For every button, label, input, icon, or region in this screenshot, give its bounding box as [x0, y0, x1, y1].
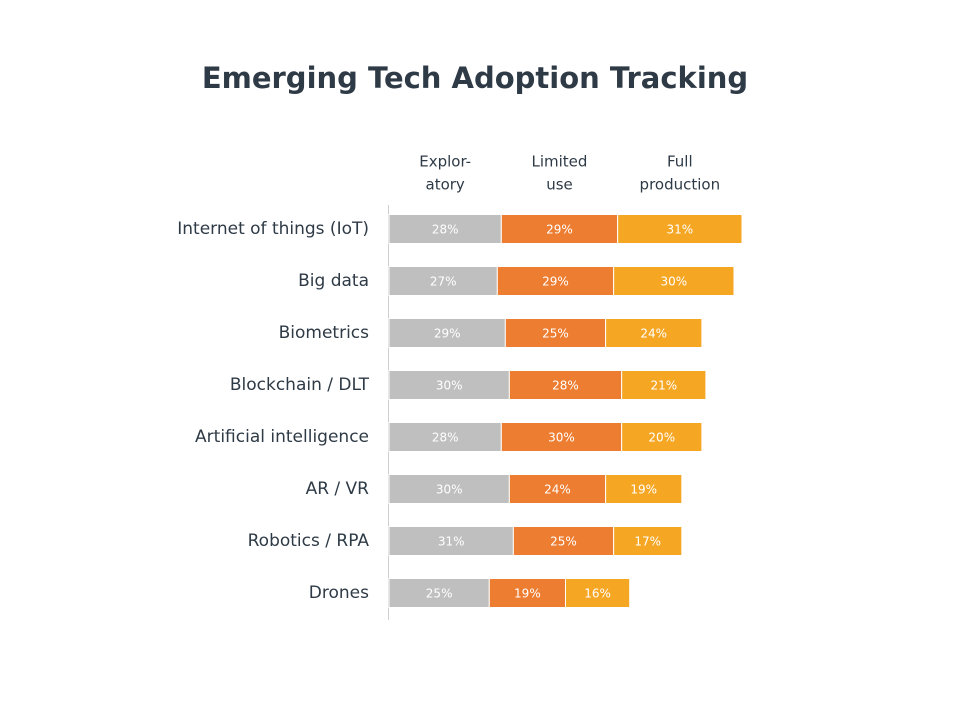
- value-label: 25%: [542, 327, 569, 341]
- bar-segment: [500, 422, 623, 452]
- value-label: 31%: [438, 535, 465, 549]
- bar-segment: [512, 526, 615, 556]
- bar-segment: [605, 318, 703, 348]
- category-label: Robotics / RPA: [248, 531, 370, 551]
- value-label: 21%: [650, 379, 677, 393]
- value-label: 20%: [648, 431, 675, 445]
- value-label: 31%: [666, 223, 693, 237]
- bar-segment: [388, 422, 502, 452]
- legend-label: Limited use: [532, 152, 588, 193]
- category-label: Big data: [298, 271, 369, 291]
- legend-label: Full production: [640, 152, 721, 193]
- category-label: Artificial intelligence: [195, 427, 369, 447]
- bar-segment: [488, 578, 566, 608]
- value-label: 30%: [436, 379, 463, 393]
- value-label: 19%: [630, 483, 657, 497]
- value-label: 29%: [546, 223, 573, 237]
- bar-segment: [500, 214, 619, 244]
- value-label: 17%: [634, 535, 661, 549]
- value-label: 27%: [430, 275, 457, 289]
- value-label: 19%: [514, 587, 541, 601]
- value-label: 25%: [550, 535, 577, 549]
- bar-segment: [605, 474, 683, 504]
- bar-segment: [388, 474, 510, 504]
- value-label: 16%: [584, 587, 611, 601]
- value-label: 28%: [552, 379, 579, 393]
- bar-segment: [508, 474, 607, 504]
- bar-segment: [565, 578, 631, 608]
- bar-segment: [621, 422, 703, 452]
- chart-title: Emerging Tech Adoption Tracking: [202, 61, 748, 95]
- value-label: 30%: [660, 275, 687, 289]
- category-label: Drones: [309, 583, 369, 603]
- category-label: AR / VR: [306, 479, 370, 499]
- bar-segment: [508, 370, 623, 400]
- bar-segment: [613, 526, 683, 556]
- category-label: Internet of things (IoT): [177, 219, 369, 239]
- value-label: 28%: [432, 223, 459, 237]
- category-label: Blockchain / DLT: [230, 375, 370, 395]
- value-label: 30%: [548, 431, 575, 445]
- value-label: 30%: [436, 483, 463, 497]
- legend-label: Explor-atory: [419, 152, 471, 193]
- value-label: 24%: [544, 483, 571, 497]
- bar-segment: [617, 214, 743, 244]
- value-label: 29%: [542, 275, 569, 289]
- bar-segment: [388, 526, 514, 556]
- bar-segment: [388, 370, 510, 400]
- value-label: 29%: [434, 327, 461, 341]
- value-label: 25%: [426, 587, 453, 601]
- value-label: 28%: [432, 431, 459, 445]
- bar-segment: [613, 266, 735, 296]
- category-label: Biometrics: [279, 323, 370, 343]
- bar-segment: [621, 370, 707, 400]
- value-label: 24%: [640, 327, 667, 341]
